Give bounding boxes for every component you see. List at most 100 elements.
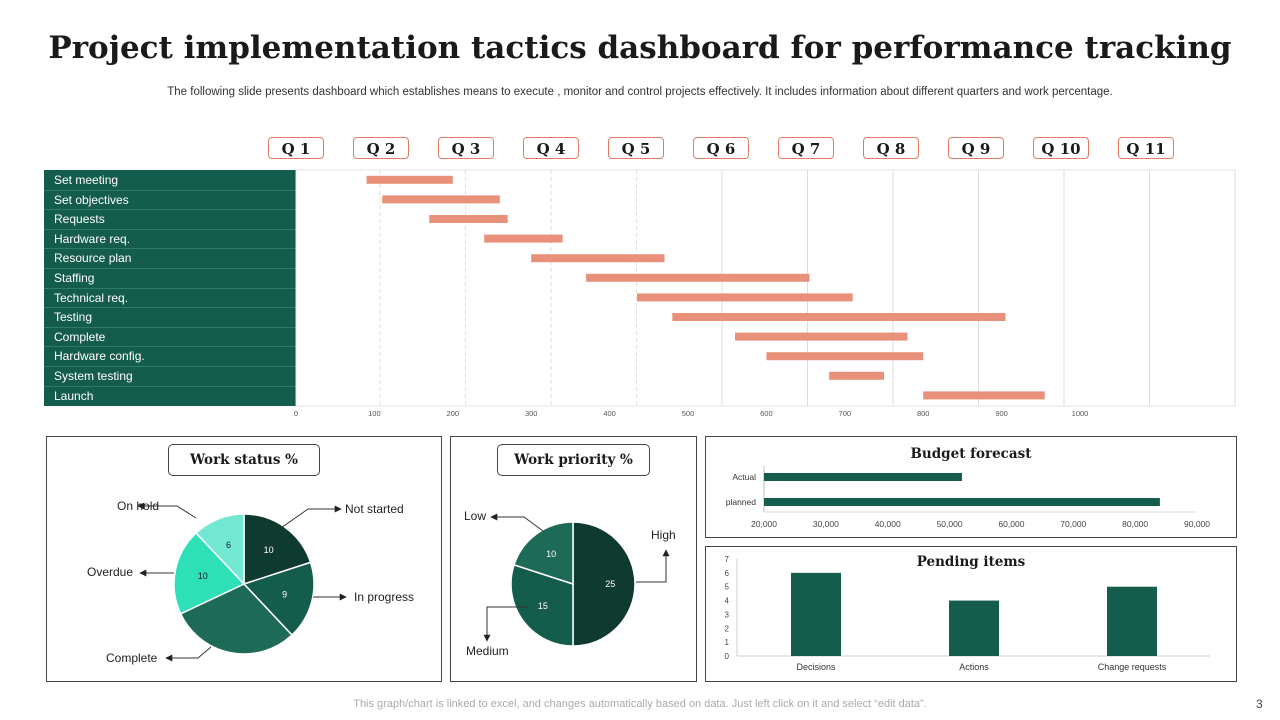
work-priority-value-label: 25 bbox=[605, 579, 615, 589]
footer-note: This graph/chart is linked to excel, and… bbox=[353, 698, 927, 710]
task-label: Resource plan bbox=[54, 251, 132, 266]
work-status-slice bbox=[173, 531, 246, 615]
work-status-slice bbox=[243, 513, 312, 586]
gantt-tick-label: 400 bbox=[603, 409, 616, 418]
work-status-value-label: 10 bbox=[264, 545, 274, 555]
work-priority-callout-label: High bbox=[651, 528, 676, 542]
task-label: Set objectives bbox=[54, 192, 129, 207]
task-label: System testing bbox=[54, 369, 133, 383]
pending-tick-label: 2 bbox=[725, 624, 730, 633]
gantt-bar bbox=[829, 371, 884, 380]
work-priority-title: Work priority % bbox=[497, 444, 650, 476]
work-status-callout-label: Not started bbox=[345, 502, 404, 516]
gantt-tick-label: 200 bbox=[447, 409, 460, 418]
quarter-tab-10: Q 10 bbox=[1033, 137, 1089, 159]
pending-tick-label: 1 bbox=[725, 638, 730, 647]
budget-tick-label: 70,000 bbox=[1060, 519, 1086, 529]
budget-bar bbox=[764, 473, 962, 481]
quarter-tab-2: Q 2 bbox=[353, 137, 409, 159]
pending-tick-label: 6 bbox=[725, 569, 730, 578]
pending-category-label: Change requests bbox=[1098, 662, 1167, 672]
pending-items-title: Pending items bbox=[916, 554, 1026, 570]
quarter-tab-4: Q 4 bbox=[523, 137, 579, 159]
gantt-bar bbox=[586, 273, 810, 282]
pending-category-label: Decisions bbox=[796, 662, 836, 672]
gantt-bar bbox=[382, 195, 500, 204]
pending-bar bbox=[791, 572, 841, 656]
quarter-tab-8: Q 8 bbox=[863, 137, 919, 159]
work-priority-callout-arrow bbox=[490, 513, 544, 532]
work-priority-callout-arrow bbox=[636, 549, 670, 583]
quarter-tab-7: Q 7 bbox=[778, 137, 834, 159]
work-priority-value-label: 10 bbox=[546, 549, 556, 559]
work-status-callout-arrow bbox=[137, 502, 197, 519]
work-status-callout-arrow bbox=[165, 646, 212, 662]
task-label: Testing bbox=[54, 310, 93, 325]
pending-tick-label: 5 bbox=[725, 583, 730, 592]
task-label: Staffing bbox=[54, 271, 95, 285]
budget-tick-label: 30,000 bbox=[813, 519, 839, 529]
work-status-callout-label: In progress bbox=[354, 590, 414, 604]
gantt-bar bbox=[672, 313, 1006, 321]
pending-bar bbox=[1107, 586, 1157, 656]
work-status-slice bbox=[195, 513, 245, 586]
work-priority-callout-label: Medium bbox=[466, 644, 509, 658]
quarter-tab-5: Q 5 bbox=[608, 137, 664, 159]
budget-bar bbox=[764, 498, 1160, 506]
pending-bar bbox=[949, 600, 999, 656]
page-subtitle: The following slide presents dashboard w… bbox=[167, 86, 1113, 98]
work-status-title: Work status % bbox=[168, 444, 320, 476]
gantt-tick-label: 500 bbox=[682, 409, 695, 418]
gantt-bar bbox=[923, 391, 1045, 400]
gantt-tick-label: 900 bbox=[995, 409, 1008, 418]
work-priority-callout-arrow bbox=[483, 606, 528, 642]
budget-category-label: Actual bbox=[732, 472, 756, 482]
budget-forecast-panel bbox=[705, 436, 1237, 538]
work-priority-value-label: 15 bbox=[538, 601, 548, 611]
gantt-tick-label: 1000 bbox=[1072, 409, 1089, 418]
work-status-callout-label: Overdue bbox=[87, 565, 133, 579]
page-number: 3 bbox=[1256, 697, 1263, 711]
gantt-tick-label: 300 bbox=[525, 409, 538, 418]
gantt-tick-label: 800 bbox=[917, 409, 930, 418]
gantt-tick-label: 600 bbox=[760, 409, 773, 418]
gantt-bar bbox=[484, 234, 563, 243]
gantt-bar bbox=[735, 332, 908, 341]
gantt-tick-label: 700 bbox=[839, 409, 852, 418]
work-priority-slice bbox=[513, 521, 574, 586]
budget-tick-label: 60,000 bbox=[998, 519, 1024, 529]
gantt-tick-label: 0 bbox=[294, 409, 298, 418]
gantt-chart: 0 100 200 300 400 500 600 700 800 900 1000 bbox=[294, 169, 1236, 418]
gantt-bar bbox=[766, 352, 924, 361]
gantt-tick-label: 100 bbox=[368, 409, 381, 418]
work-status-callout-label: Complete bbox=[106, 651, 158, 665]
gantt-bar bbox=[637, 293, 853, 302]
pending-tick-label: 0 bbox=[725, 652, 730, 661]
gantt-bar bbox=[429, 215, 508, 223]
work-status-value-label: 10 bbox=[198, 571, 208, 581]
quarter-tab-1: Q 1 bbox=[268, 137, 324, 159]
work-status-slice bbox=[242, 561, 315, 637]
work-status-callout-arrow bbox=[280, 505, 342, 529]
task-label: Hardware req. bbox=[54, 231, 131, 246]
page-title: Project implementation tactics dashboard… bbox=[48, 30, 1232, 66]
gantt-bar bbox=[366, 175, 453, 184]
gantt-bar bbox=[531, 254, 665, 263]
task-label: Set meeting bbox=[54, 173, 119, 187]
work-priority-slice bbox=[510, 563, 574, 647]
budget-tick-label: 50,000 bbox=[937, 519, 963, 529]
quarter-tab-11: Q 11 bbox=[1118, 137, 1174, 159]
budget-tick-label: 20,000 bbox=[751, 519, 777, 529]
work-status-value-label: 6 bbox=[226, 540, 231, 550]
task-label: Launch bbox=[54, 388, 94, 403]
budget-tick-label: 90,000 bbox=[1184, 519, 1210, 529]
budget-tick-label: 40,000 bbox=[875, 519, 901, 529]
pending-tick-label: 4 bbox=[725, 597, 730, 606]
work-priority-callout-label: Low bbox=[464, 509, 486, 523]
task-label: Technical req. bbox=[54, 290, 129, 305]
task-label: Complete bbox=[54, 329, 106, 344]
gantt-task-list: Set meeting Set objectives Requests Hardwar… bbox=[44, 170, 296, 406]
work-status-value-label: 9 bbox=[282, 589, 287, 599]
budget-category-label: planned bbox=[726, 497, 757, 507]
